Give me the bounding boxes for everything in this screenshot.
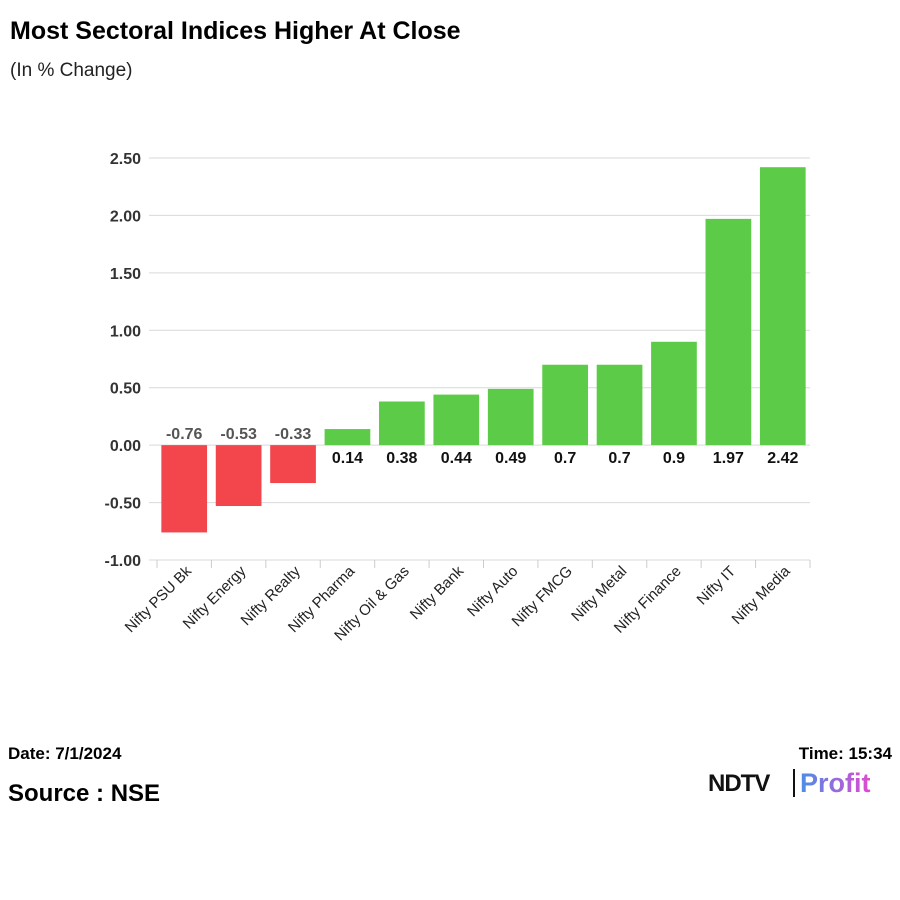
date-label: Date: 7/1/2024 bbox=[8, 744, 122, 763]
data-label: 0.14 bbox=[332, 450, 363, 467]
bar bbox=[270, 445, 316, 484]
data-label: 1.97 bbox=[713, 450, 744, 467]
bar bbox=[542, 364, 588, 446]
y-tick-label: 0.00 bbox=[110, 438, 141, 455]
data-label: 0.7 bbox=[608, 450, 630, 467]
data-label: -0.76 bbox=[166, 426, 203, 443]
data-label: 0.49 bbox=[495, 450, 526, 467]
data-label: 0.7 bbox=[554, 450, 576, 467]
y-tick-label: 1.00 bbox=[110, 323, 141, 340]
x-tick-label: Nifty Bank bbox=[407, 562, 468, 623]
y-tick-label: 2.00 bbox=[110, 208, 141, 225]
bar bbox=[596, 364, 643, 446]
bar bbox=[705, 218, 752, 446]
time-label: Time: 15:34 bbox=[798, 744, 892, 763]
data-label: 0.9 bbox=[663, 450, 685, 467]
bar bbox=[651, 341, 697, 446]
x-tick-label: Nifty Media bbox=[729, 562, 795, 628]
bar bbox=[379, 401, 425, 446]
x-tick-label: Nifty IT bbox=[694, 563, 740, 609]
y-tick-label: 2.50 bbox=[110, 151, 141, 168]
svg-text:Profit: Profit bbox=[800, 768, 871, 798]
data-label: 0.44 bbox=[441, 450, 472, 467]
bar bbox=[487, 388, 534, 446]
bar bbox=[161, 445, 208, 533]
y-tick-label: 0.50 bbox=[110, 381, 141, 398]
ndtv-profit-logo: NDTV Profit bbox=[708, 768, 871, 798]
data-label: 2.42 bbox=[767, 450, 798, 467]
x-tick-label: Nifty Auto bbox=[464, 563, 521, 620]
chart-subtitle: (In % Change) bbox=[10, 60, 133, 81]
chart-title: Most Sectoral Indices Higher At Close bbox=[10, 17, 461, 45]
y-tick-label: 1.50 bbox=[110, 266, 141, 283]
data-label: -0.33 bbox=[275, 426, 312, 443]
y-tick-label: -1.00 bbox=[105, 553, 142, 570]
bar-chart: 2.50 2.00 1.50 1.00 0.50 0.00 -0.50 -1.00 -0.76 N… bbox=[105, 151, 811, 644]
bar bbox=[324, 429, 371, 446]
data-label: -0.53 bbox=[220, 426, 257, 443]
bar bbox=[433, 394, 480, 446]
bar bbox=[759, 167, 806, 446]
svg-text:NDTV: NDTV bbox=[708, 770, 770, 797]
y-tick-label: -0.50 bbox=[105, 496, 142, 513]
data-label: 0.38 bbox=[386, 450, 417, 467]
bar bbox=[215, 445, 262, 507]
source-label: Source : NSE bbox=[8, 780, 161, 807]
